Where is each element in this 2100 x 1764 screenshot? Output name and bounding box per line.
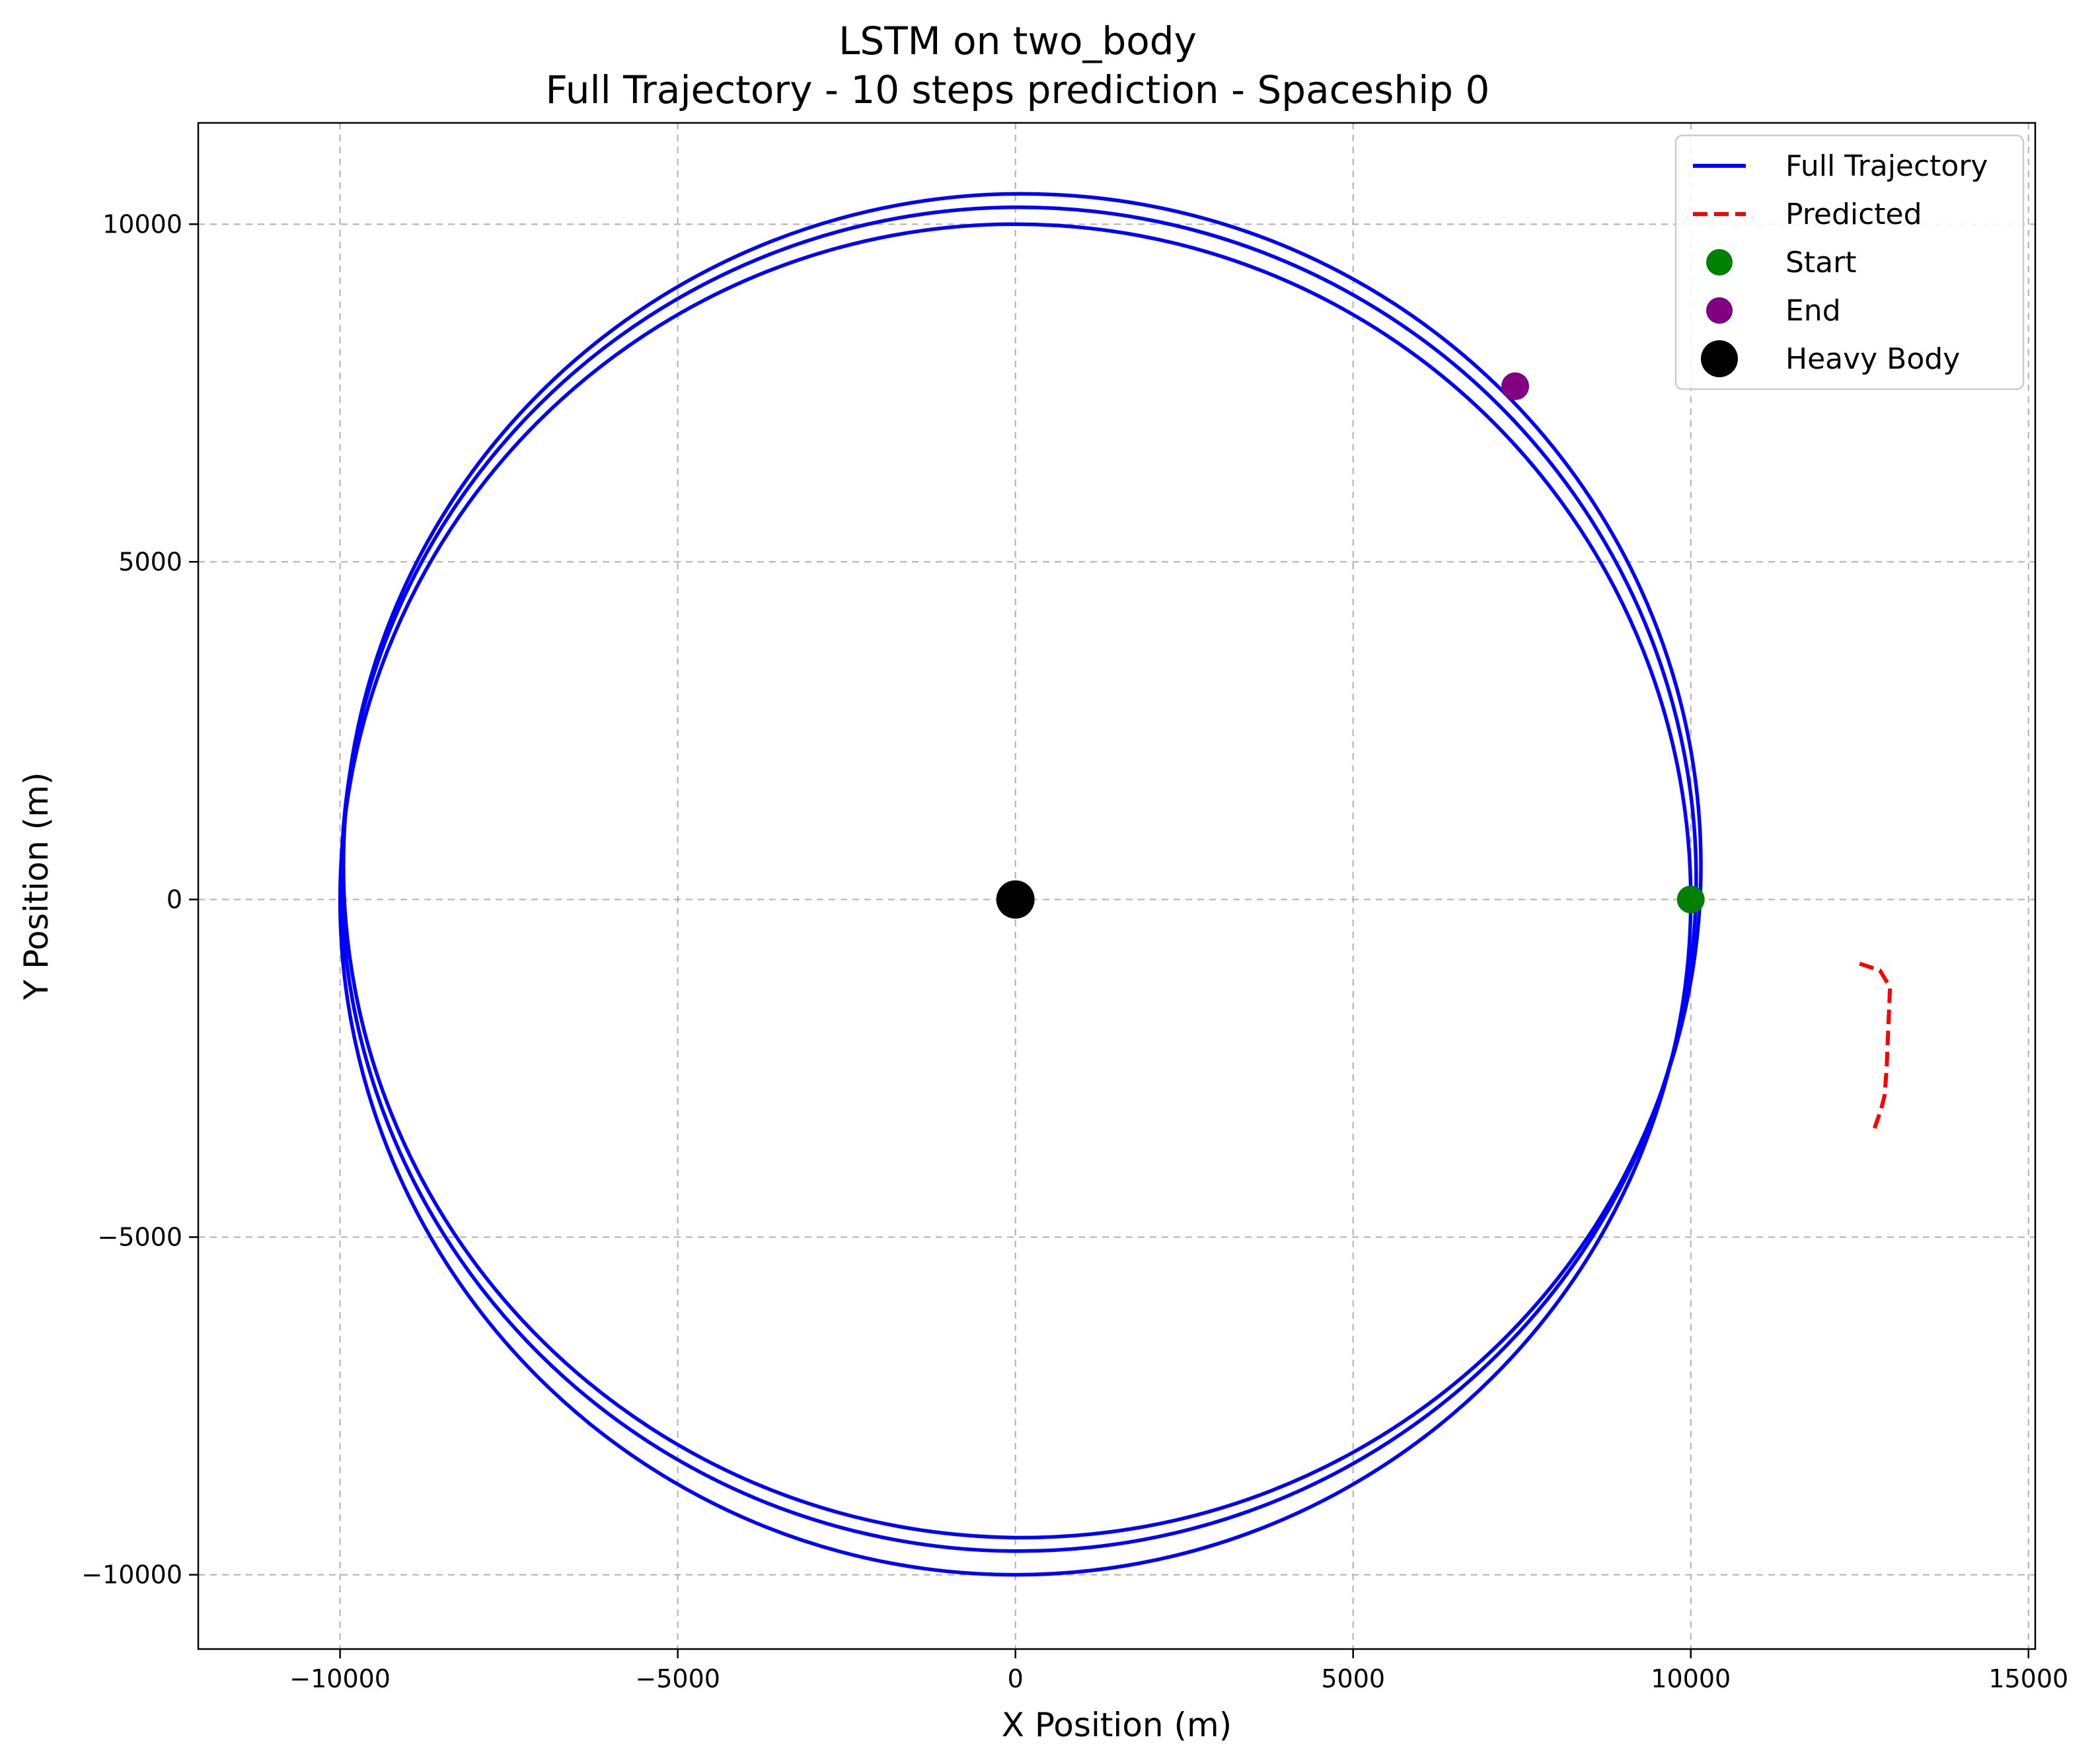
x-tick-label: 10000 <box>1651 1664 1731 1693</box>
marker-layer <box>996 372 1705 919</box>
y-tick-label: 10000 <box>102 209 182 239</box>
trajectory-layer <box>338 192 1893 1577</box>
legend-full-trajectory-label: Full Trajectory <box>1785 149 1988 183</box>
legend-start-marker <box>1706 249 1733 276</box>
legend: Full Trajectory Predicted Start End Heav… <box>1674 134 2025 390</box>
full-trajectory-orbit <box>341 192 1703 1540</box>
legend-heavy-body-marker <box>1701 340 1738 377</box>
y-tick-label: 5000 <box>118 547 182 576</box>
x-tick-label: 5000 <box>1321 1664 1385 1693</box>
legend-end-label: End <box>1785 294 1841 328</box>
legend-heavy-body-label: Heavy Body <box>1785 342 1960 376</box>
y-tick-label: −5000 <box>97 1223 182 1252</box>
chart-subtitle: Full Trajectory - 10 steps prediction - … <box>546 67 1490 112</box>
legend-predicted-label: Predicted <box>1785 198 1922 231</box>
y-tick-label: −10000 <box>81 1561 182 1590</box>
chart-title: LSTM on two_body <box>839 18 1197 63</box>
predicted-line <box>1859 961 1893 1134</box>
legend-end-marker <box>1706 297 1733 324</box>
x-tick-label: −10000 <box>289 1664 391 1693</box>
heavy-body-marker <box>996 880 1035 919</box>
x-tick-label: −5000 <box>635 1664 720 1693</box>
y-tick-label: 0 <box>167 885 182 914</box>
x-tick-label: 15000 <box>1988 1664 2068 1693</box>
legend-box <box>1674 134 2025 390</box>
full-trajectory-orbit <box>339 205 1698 1553</box>
x-ticks: −10000 −5000 0 5000 10000 15000 <box>289 1649 2068 1693</box>
y-axis-label: Y Position (m) <box>17 772 56 1001</box>
legend-start-label: Start <box>1785 246 1857 279</box>
plot-frame <box>197 122 2037 1650</box>
y-ticks: −10000 −5000 0 5000 10000 <box>81 209 198 1590</box>
start-marker <box>1676 885 1705 914</box>
x-tick-label: 0 <box>1008 1664 1024 1693</box>
end-marker <box>1501 372 1530 400</box>
x-axis-label: X Position (m) <box>1002 1706 1232 1744</box>
